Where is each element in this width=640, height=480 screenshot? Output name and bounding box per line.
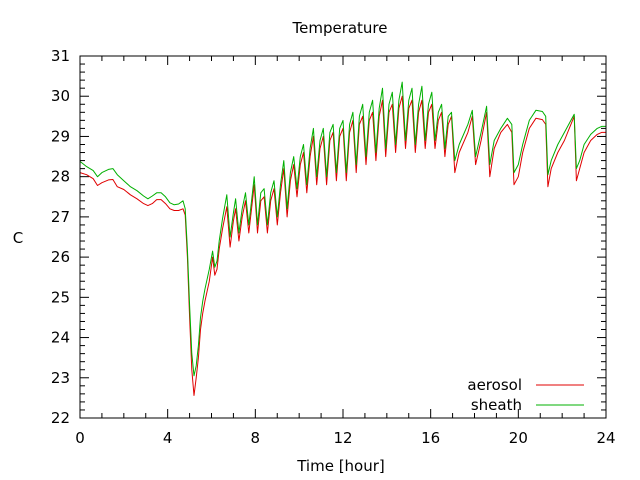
data-series xyxy=(79,81,606,396)
x-tick-label: 20 xyxy=(509,429,528,447)
plot-frame xyxy=(79,55,607,419)
y-tick-label: 23 xyxy=(51,369,70,387)
y-tick-label: 26 xyxy=(51,248,70,266)
series-line-sheath xyxy=(79,81,606,377)
y-tick-label: 31 xyxy=(51,47,70,65)
legend-label-aerosol: aerosol xyxy=(467,376,522,394)
x-tick-label: 8 xyxy=(251,429,261,447)
y-tick-label: 30 xyxy=(51,87,70,105)
y-tick-label: 27 xyxy=(51,208,70,226)
chart-title: Temperature xyxy=(291,19,387,37)
x-tick-label: 12 xyxy=(333,429,352,447)
y-tick-label: 29 xyxy=(51,127,70,145)
y-tick-label: 28 xyxy=(51,168,70,186)
x-tick-label: 0 xyxy=(75,429,85,447)
x-axis-label: Time [hour] xyxy=(296,457,385,475)
tick-labels: 0 4 8 12 16 20 24 22 23 24 25 26 27 28 29 30 31 xyxy=(51,47,616,447)
x-tick-label: 16 xyxy=(421,429,440,447)
legend-label-sheath: sheath xyxy=(471,396,522,414)
x-tick-label: 24 xyxy=(596,429,615,447)
y-axis-label: C xyxy=(13,229,23,247)
y-tick-label: 22 xyxy=(51,409,70,427)
series-line-aerosol xyxy=(79,95,606,396)
y-tick-label: 24 xyxy=(51,329,70,347)
y-tick-label: 25 xyxy=(51,288,70,306)
x-tick-label: 4 xyxy=(163,429,173,447)
legend: aerosol sheath xyxy=(467,376,584,414)
